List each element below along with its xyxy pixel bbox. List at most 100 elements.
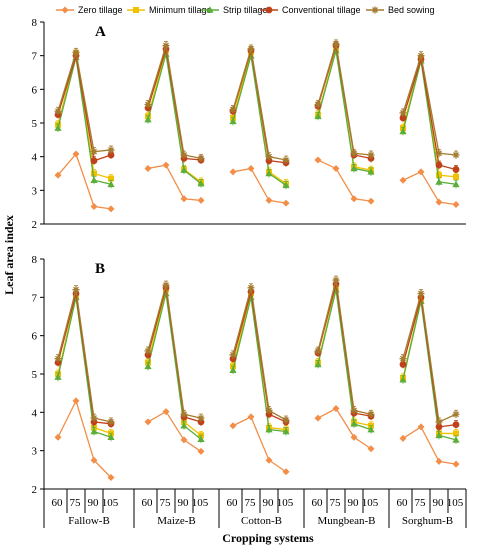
data-point [107, 151, 115, 159]
x-tick-label: 105 [277, 497, 294, 509]
legend: Zero tillage Minimum tillage Strip tillage… [56, 5, 435, 15]
data-point [435, 161, 443, 169]
series-line [402, 170, 457, 206]
data-point [314, 112, 322, 120]
data-point [282, 181, 290, 189]
data-point [197, 414, 205, 422]
data-point [265, 425, 273, 433]
data-point [90, 202, 98, 210]
data-point [144, 115, 152, 123]
series-line [402, 58, 457, 171]
x-axis-label: Cropping systems [222, 531, 314, 545]
data-point [452, 410, 460, 418]
series-line [402, 301, 457, 441]
data-point [350, 433, 358, 441]
data-point [367, 168, 375, 175]
data-point [54, 107, 62, 115]
data-point [435, 149, 443, 157]
data-point [197, 196, 205, 204]
panel-a: 2 3 4 5 6 7 8 A [32, 17, 466, 231]
series-line [402, 55, 457, 156]
series-line [317, 43, 372, 156]
series-line [57, 53, 112, 180]
panel-label: B [95, 261, 105, 277]
x-tick-label: 60 [52, 497, 64, 509]
group-fallow-b [54, 47, 115, 213]
data-point [247, 413, 255, 421]
series-line [57, 289, 112, 423]
x-tick-label: 105 [192, 497, 209, 509]
x-tick-label: 90 [348, 497, 360, 509]
data-point [452, 460, 460, 468]
series-line [147, 53, 202, 185]
data-point [417, 290, 425, 297]
series-line [317, 159, 372, 202]
series-line [57, 399, 112, 478]
data-point [107, 180, 115, 188]
series-line [147, 284, 202, 419]
x-tick-label: 60 [227, 497, 239, 509]
series-line [57, 297, 112, 438]
series-line [232, 55, 287, 186]
series-line [57, 57, 112, 185]
y-axis-label: Leaf area index [2, 215, 16, 295]
data-point [229, 168, 237, 176]
x-tick-label: 75 [330, 497, 342, 509]
data-point [350, 420, 358, 427]
x-tick-label: 90 [433, 497, 445, 509]
data-point [162, 281, 170, 289]
x-tick-label: 105 [447, 497, 464, 509]
data-point [197, 447, 205, 455]
group-label: Mungbean-B [317, 515, 375, 527]
x-tick-label: 60 [142, 497, 154, 509]
series-line [402, 60, 457, 185]
legend-label: Bed sowing [388, 5, 435, 15]
data-point [282, 416, 290, 424]
legend-marker [206, 6, 214, 13]
data-point [247, 45, 255, 53]
data-point [367, 410, 375, 418]
series-line [57, 293, 112, 425]
group-mungbean-b [314, 275, 375, 453]
data-point [314, 347, 322, 355]
data-point [265, 406, 273, 414]
data-point [247, 284, 255, 292]
series-line [232, 48, 287, 161]
data-point [180, 151, 188, 159]
data-point [162, 408, 170, 416]
data-point [197, 435, 205, 442]
x-tick-label: 90 [178, 497, 190, 509]
data-point [435, 198, 443, 206]
group-mungbean-b [314, 39, 375, 205]
data-point [332, 40, 340, 48]
group-label: Sorghum-B [402, 515, 453, 527]
group-cotton-b [229, 283, 290, 476]
series-line [232, 287, 287, 421]
data-point [90, 456, 98, 464]
data-point [350, 149, 358, 157]
data-point [90, 176, 98, 184]
data-point [107, 418, 115, 426]
series-line [147, 293, 202, 440]
group-label: Cotton-B [241, 515, 282, 527]
group-sorghum-b [399, 289, 460, 468]
data-point [367, 445, 375, 453]
group-label: Fallow-B [68, 515, 110, 527]
legend-label: Strip tillage [223, 5, 268, 15]
data-point [453, 430, 459, 437]
data-point [162, 161, 170, 169]
data-point [399, 355, 407, 363]
data-point [90, 148, 98, 156]
series-line [57, 152, 112, 210]
data-point [144, 100, 152, 108]
series-line [402, 297, 457, 428]
series-line [232, 416, 287, 473]
data-point [107, 433, 115, 441]
data-point [417, 423, 425, 431]
data-point [144, 347, 152, 355]
data-point [332, 276, 340, 284]
data-point [180, 410, 188, 418]
data-point [399, 434, 407, 442]
group-sorghum-b [399, 51, 460, 208]
